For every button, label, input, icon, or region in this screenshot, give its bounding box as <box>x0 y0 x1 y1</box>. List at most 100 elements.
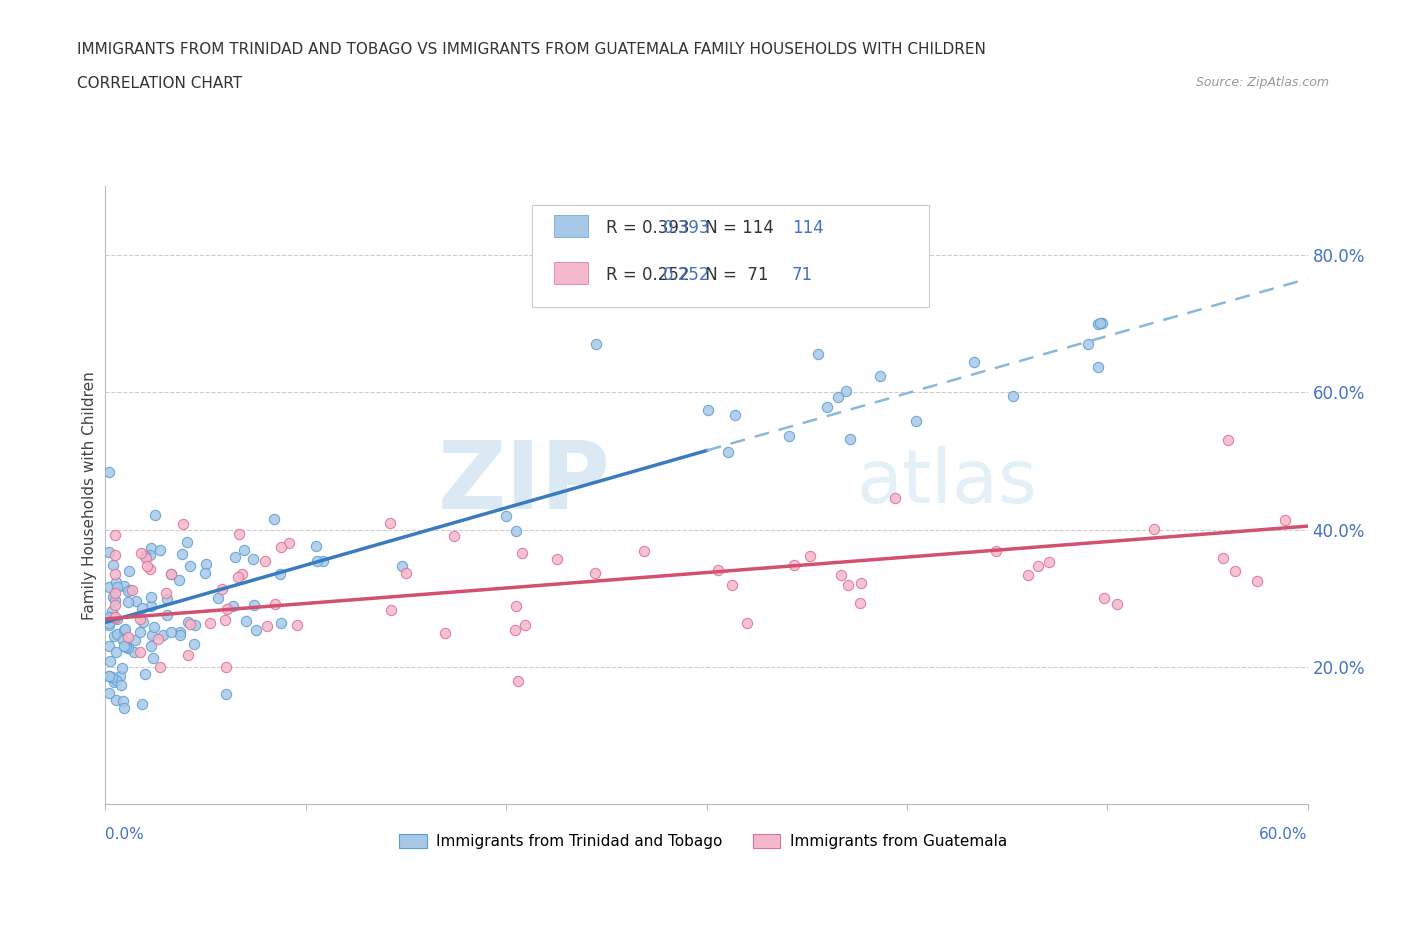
Point <box>110 678 132 693</box>
Point <box>307 554 329 569</box>
Point <box>110 668 132 683</box>
Point <box>839 432 862 446</box>
Point <box>131 697 153 711</box>
Point <box>103 675 125 690</box>
Point <box>1087 317 1109 332</box>
Point <box>104 566 127 581</box>
Text: R = 0.393   N = 114: R = 0.393 N = 114 <box>606 219 773 236</box>
Text: ZIP: ZIP <box>437 437 610 529</box>
Point <box>194 565 217 580</box>
Point <box>184 618 207 632</box>
Point <box>305 538 328 553</box>
Point <box>129 545 152 560</box>
Point <box>98 610 121 625</box>
Point <box>125 593 148 608</box>
Point <box>837 578 859 593</box>
Point <box>131 601 153 616</box>
Point <box>104 592 127 607</box>
Point <box>100 609 122 624</box>
Point <box>277 536 299 551</box>
Point <box>156 607 179 622</box>
Point <box>1076 337 1098 352</box>
Point <box>111 661 134 676</box>
Point <box>815 399 838 414</box>
Point <box>139 639 162 654</box>
Point <box>98 464 121 479</box>
Point <box>226 569 249 584</box>
Point <box>508 673 530 688</box>
Point <box>1274 512 1296 527</box>
Point <box>112 578 135 593</box>
Y-axis label: Family Households with Children: Family Households with Children <box>82 371 97 619</box>
Point <box>107 627 129 642</box>
Point <box>883 490 905 505</box>
Point <box>122 644 145 659</box>
Point <box>515 618 537 632</box>
Point <box>105 579 128 594</box>
Point <box>104 586 127 601</box>
Point <box>434 625 457 640</box>
Point <box>100 670 122 684</box>
Point <box>735 616 758 631</box>
Point <box>105 612 128 627</box>
Point <box>143 507 166 522</box>
Point <box>98 639 121 654</box>
Point <box>104 610 127 625</box>
Point <box>104 574 127 589</box>
Point <box>112 701 135 716</box>
Point <box>129 644 152 659</box>
Point <box>139 547 162 562</box>
Point <box>104 548 127 563</box>
Point <box>245 622 267 637</box>
Point <box>849 595 872 610</box>
FancyBboxPatch shape <box>554 261 588 285</box>
Point <box>98 669 121 684</box>
Point <box>697 403 720 418</box>
Point <box>1087 359 1109 374</box>
Point <box>117 630 139 644</box>
Point <box>156 591 179 606</box>
Point <box>134 667 156 682</box>
Point <box>198 616 221 631</box>
Point <box>172 547 194 562</box>
Point <box>585 337 607 352</box>
Point <box>263 512 285 526</box>
Point <box>835 384 858 399</box>
Point <box>104 672 127 687</box>
Point <box>114 621 136 636</box>
Point <box>269 566 291 581</box>
Point <box>285 618 308 632</box>
Point <box>149 659 172 674</box>
Point <box>380 603 402 618</box>
Point <box>149 542 172 557</box>
Point <box>101 558 124 573</box>
Point <box>830 567 852 582</box>
Point <box>112 622 135 637</box>
Point <box>177 647 200 662</box>
Point <box>235 614 257 629</box>
Point <box>253 553 276 568</box>
Legend: Immigrants from Trinidad and Tobago, Immigrants from Guatemala: Immigrants from Trinidad and Tobago, Imm… <box>394 828 1012 856</box>
Point <box>391 558 413 573</box>
Text: 114: 114 <box>792 219 824 236</box>
Point <box>717 445 740 459</box>
Point <box>633 544 655 559</box>
Point <box>117 583 139 598</box>
Point <box>256 618 278 633</box>
Point <box>124 632 146 647</box>
FancyBboxPatch shape <box>554 215 588 237</box>
Point <box>105 644 128 659</box>
Point <box>152 628 174 643</box>
Point <box>179 558 201 573</box>
Point <box>211 581 233 596</box>
Point <box>135 550 157 565</box>
Text: R = 0.252   N =  71: R = 0.252 N = 71 <box>606 266 768 284</box>
Point <box>311 553 333 568</box>
Point <box>1212 551 1234 565</box>
Point <box>169 573 191 588</box>
Point <box>721 578 744 592</box>
Point <box>214 613 236 628</box>
Point <box>905 414 928 429</box>
Point <box>495 509 517 524</box>
Point <box>1246 574 1268 589</box>
